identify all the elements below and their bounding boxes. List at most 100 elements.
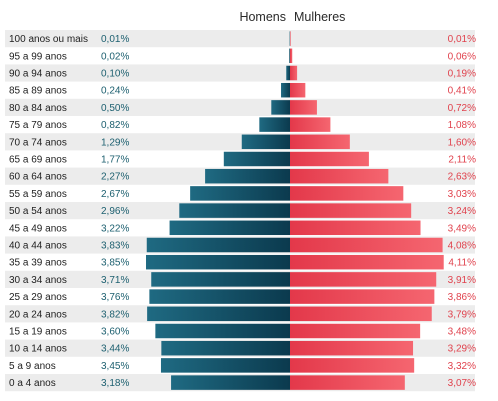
female-bar (290, 117, 331, 132)
male-bar (281, 82, 290, 98)
male-percent-label: 2,27% (101, 172, 129, 183)
female-percent-label: 2,11% (448, 155, 476, 166)
male-percent-label: 3,83% (101, 241, 129, 252)
female-percent-label: 3,24% (448, 206, 476, 217)
male-percent-label: 3,71% (101, 275, 129, 286)
female-bar (290, 65, 298, 81)
female-bar (290, 254, 444, 270)
male-percent-label: 3,45% (101, 361, 129, 372)
male-percent-label: 0,01% (101, 34, 129, 45)
age-group-label: 15 a 19 anos (9, 327, 67, 338)
male-percent-label: 0,50% (101, 103, 129, 114)
male-bars (146, 31, 291, 390)
female-bars (290, 31, 444, 390)
male-percent-label: 0,10% (101, 69, 129, 80)
age-group-label: 75 a 79 anos (9, 120, 67, 131)
female-bar (290, 100, 317, 115)
female-percent-label: 3,07% (448, 378, 476, 389)
male-bar (160, 358, 290, 373)
female-bar (290, 237, 443, 253)
male-percent-label: 3,76% (101, 292, 129, 303)
female-bar (290, 375, 405, 390)
age-group-label: 100 anos ou mais (9, 34, 88, 45)
male-percent-label: 3,22% (101, 223, 129, 234)
male-bar (271, 100, 290, 115)
male-bar (169, 220, 290, 236)
male-percent-label: 1,77% (101, 155, 129, 166)
male-bar (147, 306, 290, 322)
female-bar (290, 289, 435, 304)
female-bar (290, 306, 432, 322)
male-percent-label: 3,18% (101, 378, 129, 389)
male-percent-label: 0,02% (101, 51, 129, 62)
female-bar (290, 168, 389, 184)
female-percent-label: 3,03% (448, 189, 476, 200)
female-bar (290, 220, 421, 236)
age-group-label: 25 a 29 anos (9, 292, 67, 303)
female-percent-label: 2,63% (448, 172, 476, 183)
age-group-label: 30 a 34 anos (9, 275, 67, 286)
male-percent-label: 0,24% (101, 86, 129, 97)
male-bar (149, 289, 290, 304)
age-group-label: 20 a 24 anos (9, 309, 67, 320)
female-percent-labels: 0,01% 0,06% 0,19% 0,41% 0,72% 1,08% 1,60% 2,11%… (448, 34, 476, 389)
male-bar (223, 151, 290, 167)
male-percent-label: 3,85% (101, 258, 129, 269)
male-percent-label: 3,82% (101, 309, 129, 320)
male-bar (205, 168, 290, 184)
female-percent-label: 3,48% (448, 327, 476, 338)
female-percent-label: 3,32% (448, 361, 476, 372)
female-bar (290, 358, 415, 373)
male-bar (241, 134, 290, 150)
female-percent-label: 4,11% (448, 258, 476, 269)
age-group-label: 0 a 4 anos (9, 378, 56, 389)
male-percent-label: 2,67% (101, 189, 129, 200)
age-group-label: 90 a 94 anos (9, 69, 67, 80)
age-group-label: 55 a 59 anos (9, 189, 67, 200)
female-percent-label: 0,19% (448, 69, 476, 80)
female-percent-label: 4,08% (448, 241, 476, 252)
age-group-label: 50 a 54 anos (9, 206, 67, 217)
male-bar (289, 48, 290, 64)
female-percent-label: 0,72% (448, 103, 476, 114)
male-bar (151, 272, 290, 287)
male-percent-label: 2,96% (101, 206, 129, 217)
male-bar (161, 340, 290, 356)
male-bar (190, 186, 290, 201)
female-percent-label: 0,06% (448, 51, 476, 62)
female-bar (290, 82, 306, 98)
female-bar (290, 134, 350, 150)
female-percent-label: 0,01% (448, 34, 476, 45)
female-bar (290, 48, 293, 64)
male-bar (289, 31, 291, 46)
age-group-label: 70 a 74 anos (9, 137, 67, 148)
male-percent-label: 0,82% (101, 120, 129, 131)
male-bar (146, 254, 290, 270)
age-group-label: 60 a 64 anos (9, 172, 67, 183)
row-stripe (5, 133, 475, 151)
female-bar (290, 340, 414, 356)
age-group-label: 85 a 89 anos (9, 86, 67, 97)
row-stripe (5, 30, 475, 48)
male-bar (259, 117, 290, 132)
male-bar (171, 375, 290, 390)
female-percent-label: 3,79% (448, 309, 476, 320)
female-bar (290, 31, 291, 46)
age-group-label: 10 a 14 anos (9, 344, 67, 355)
legend-homens: Homens (239, 10, 286, 24)
age-group-label: 95 a 99 anos (9, 51, 67, 62)
male-bar (155, 323, 290, 339)
female-percent-label: 3,86% (448, 292, 476, 303)
age-group-label: 65 a 69 anos (9, 155, 67, 166)
female-bar (290, 203, 412, 218)
male-percent-label: 3,60% (101, 327, 129, 338)
male-percent-labels: 0,01% 0,02% 0,10% 0,24% 0,50% 0,82% 1,29% 1,77%… (101, 34, 129, 389)
age-group-label: 35 a 39 anos (9, 258, 67, 269)
age-group-label: 5 a 9 anos (9, 361, 56, 372)
age-group-label: 80 a 84 anos (9, 103, 67, 114)
male-bar (286, 65, 290, 81)
age-labels: 100 anos ou mais 95 a 99 anos 90 a 94 anos… (9, 34, 88, 389)
male-percent-label: 3,44% (101, 344, 129, 355)
legend-mulheres: Mulheres (294, 10, 345, 24)
